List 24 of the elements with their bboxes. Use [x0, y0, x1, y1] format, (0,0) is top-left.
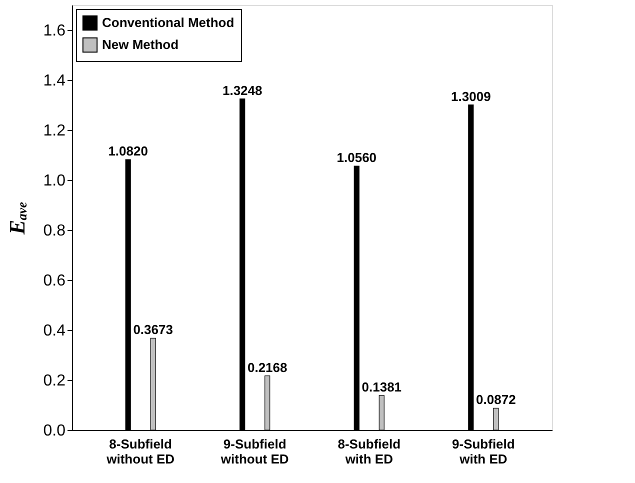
- y-tick-label: 0.8: [43, 222, 66, 240]
- x-tick-label: 9-Subfield without ED: [220, 436, 289, 466]
- y-tick-label: 1.2: [43, 122, 66, 140]
- y-tick-label: 0.0: [43, 422, 66, 440]
- y-tick-label: 1.0: [43, 172, 66, 190]
- x-tick-label: 9-Subfield with ED: [452, 436, 515, 466]
- y-tick-label: 1.4: [43, 72, 66, 90]
- data-label: 1.0560: [336, 150, 377, 165]
- data-label: 0.1381: [362, 379, 402, 394]
- data-label: 0.3673: [133, 322, 173, 338]
- y-tick-label: 0.6: [43, 272, 66, 290]
- data-label: 1.3248: [222, 82, 262, 98]
- legend-label: Conventional Method: [102, 15, 234, 30]
- y-tick-label: 0.2: [43, 372, 66, 390]
- y-axis-title: Eₐᵥₑ: [4, 201, 30, 236]
- y-tick-label: 0.4: [43, 322, 66, 340]
- data-label: 1.3009: [451, 88, 491, 104]
- data-label: 1.0820: [108, 144, 148, 158]
- legend-label: New Method: [102, 37, 179, 52]
- data-label: 0.0872: [476, 392, 516, 408]
- x-tick-label: 8-Subfield with ED: [338, 436, 401, 466]
- x-tick-label: 8-Subfield without ED: [106, 436, 175, 466]
- data-label: 0.2168: [247, 360, 288, 375]
- y-tick-label: 1.6: [43, 22, 66, 40]
